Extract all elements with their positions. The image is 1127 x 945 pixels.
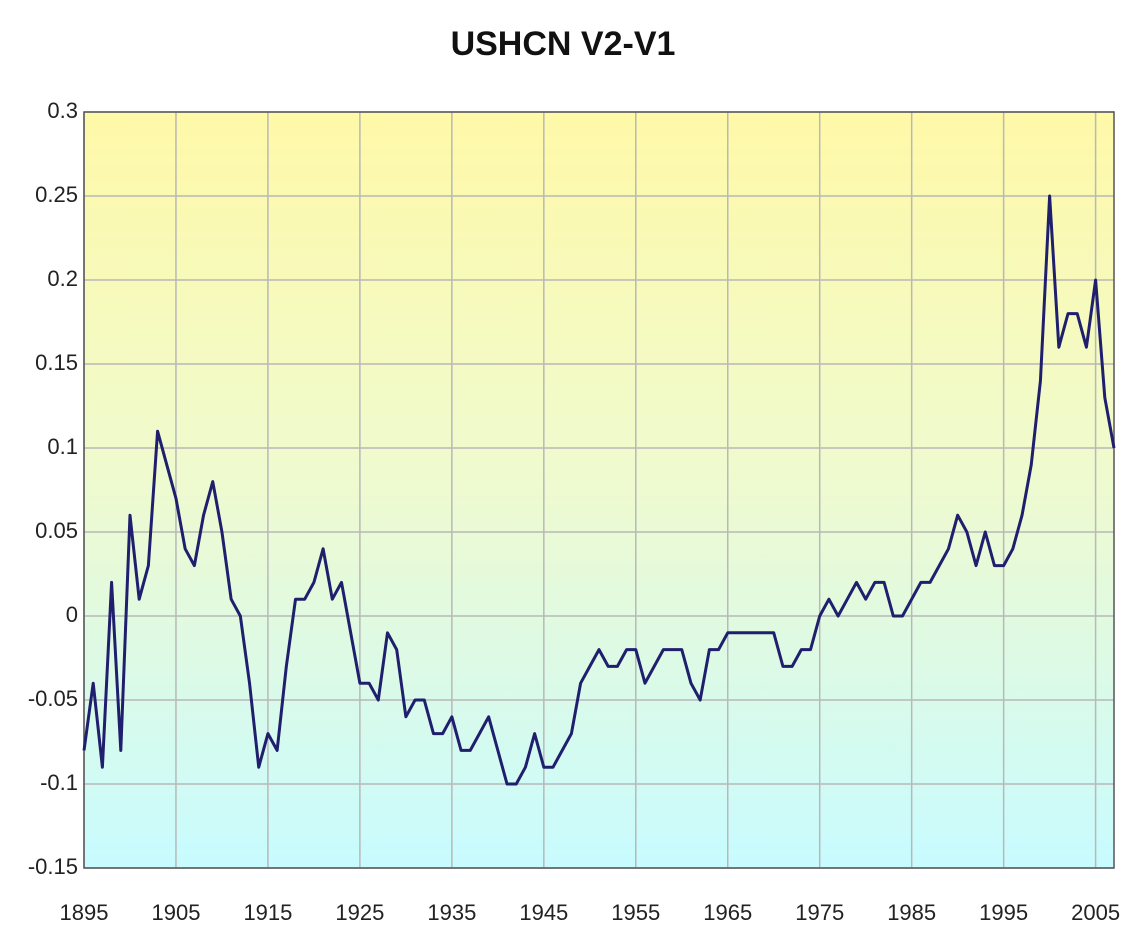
x-tick-label: 2005: [1071, 900, 1120, 925]
x-tick-label: 1905: [151, 900, 200, 925]
x-tick-label: 1945: [519, 900, 568, 925]
x-tick-label: 1935: [427, 900, 476, 925]
x-tick-label: 1965: [703, 900, 752, 925]
x-tick-label: 1895: [60, 900, 109, 925]
plot-area: [84, 112, 1114, 868]
chart-title: USHCN V2-V1: [451, 25, 676, 63]
y-tick-label: -0.05: [28, 686, 78, 711]
y-tick-label: 0.05: [35, 518, 78, 543]
y-tick-label: 0.2: [47, 266, 78, 291]
y-tick-label: -0.15: [28, 854, 78, 879]
y-tick-label: 0.1: [47, 434, 78, 459]
y-tick-label: 0.3: [47, 98, 78, 123]
y-tick-label: 0.15: [35, 350, 78, 375]
x-tick-label: 1975: [795, 900, 844, 925]
x-tick-label: 1995: [979, 900, 1028, 925]
y-tick-label: 0: [66, 602, 78, 627]
plot-border: [83, 111, 1115, 869]
x-tick-label: 1915: [243, 900, 292, 925]
x-tick-label: 1925: [335, 900, 384, 925]
line: [82, 194, 1116, 786]
y-tick-label: -0.1: [40, 770, 78, 795]
x-tick-label: 1955: [611, 900, 660, 925]
y-tick-label: 0.25: [35, 182, 78, 207]
x-tick-label: 1985: [887, 900, 936, 925]
